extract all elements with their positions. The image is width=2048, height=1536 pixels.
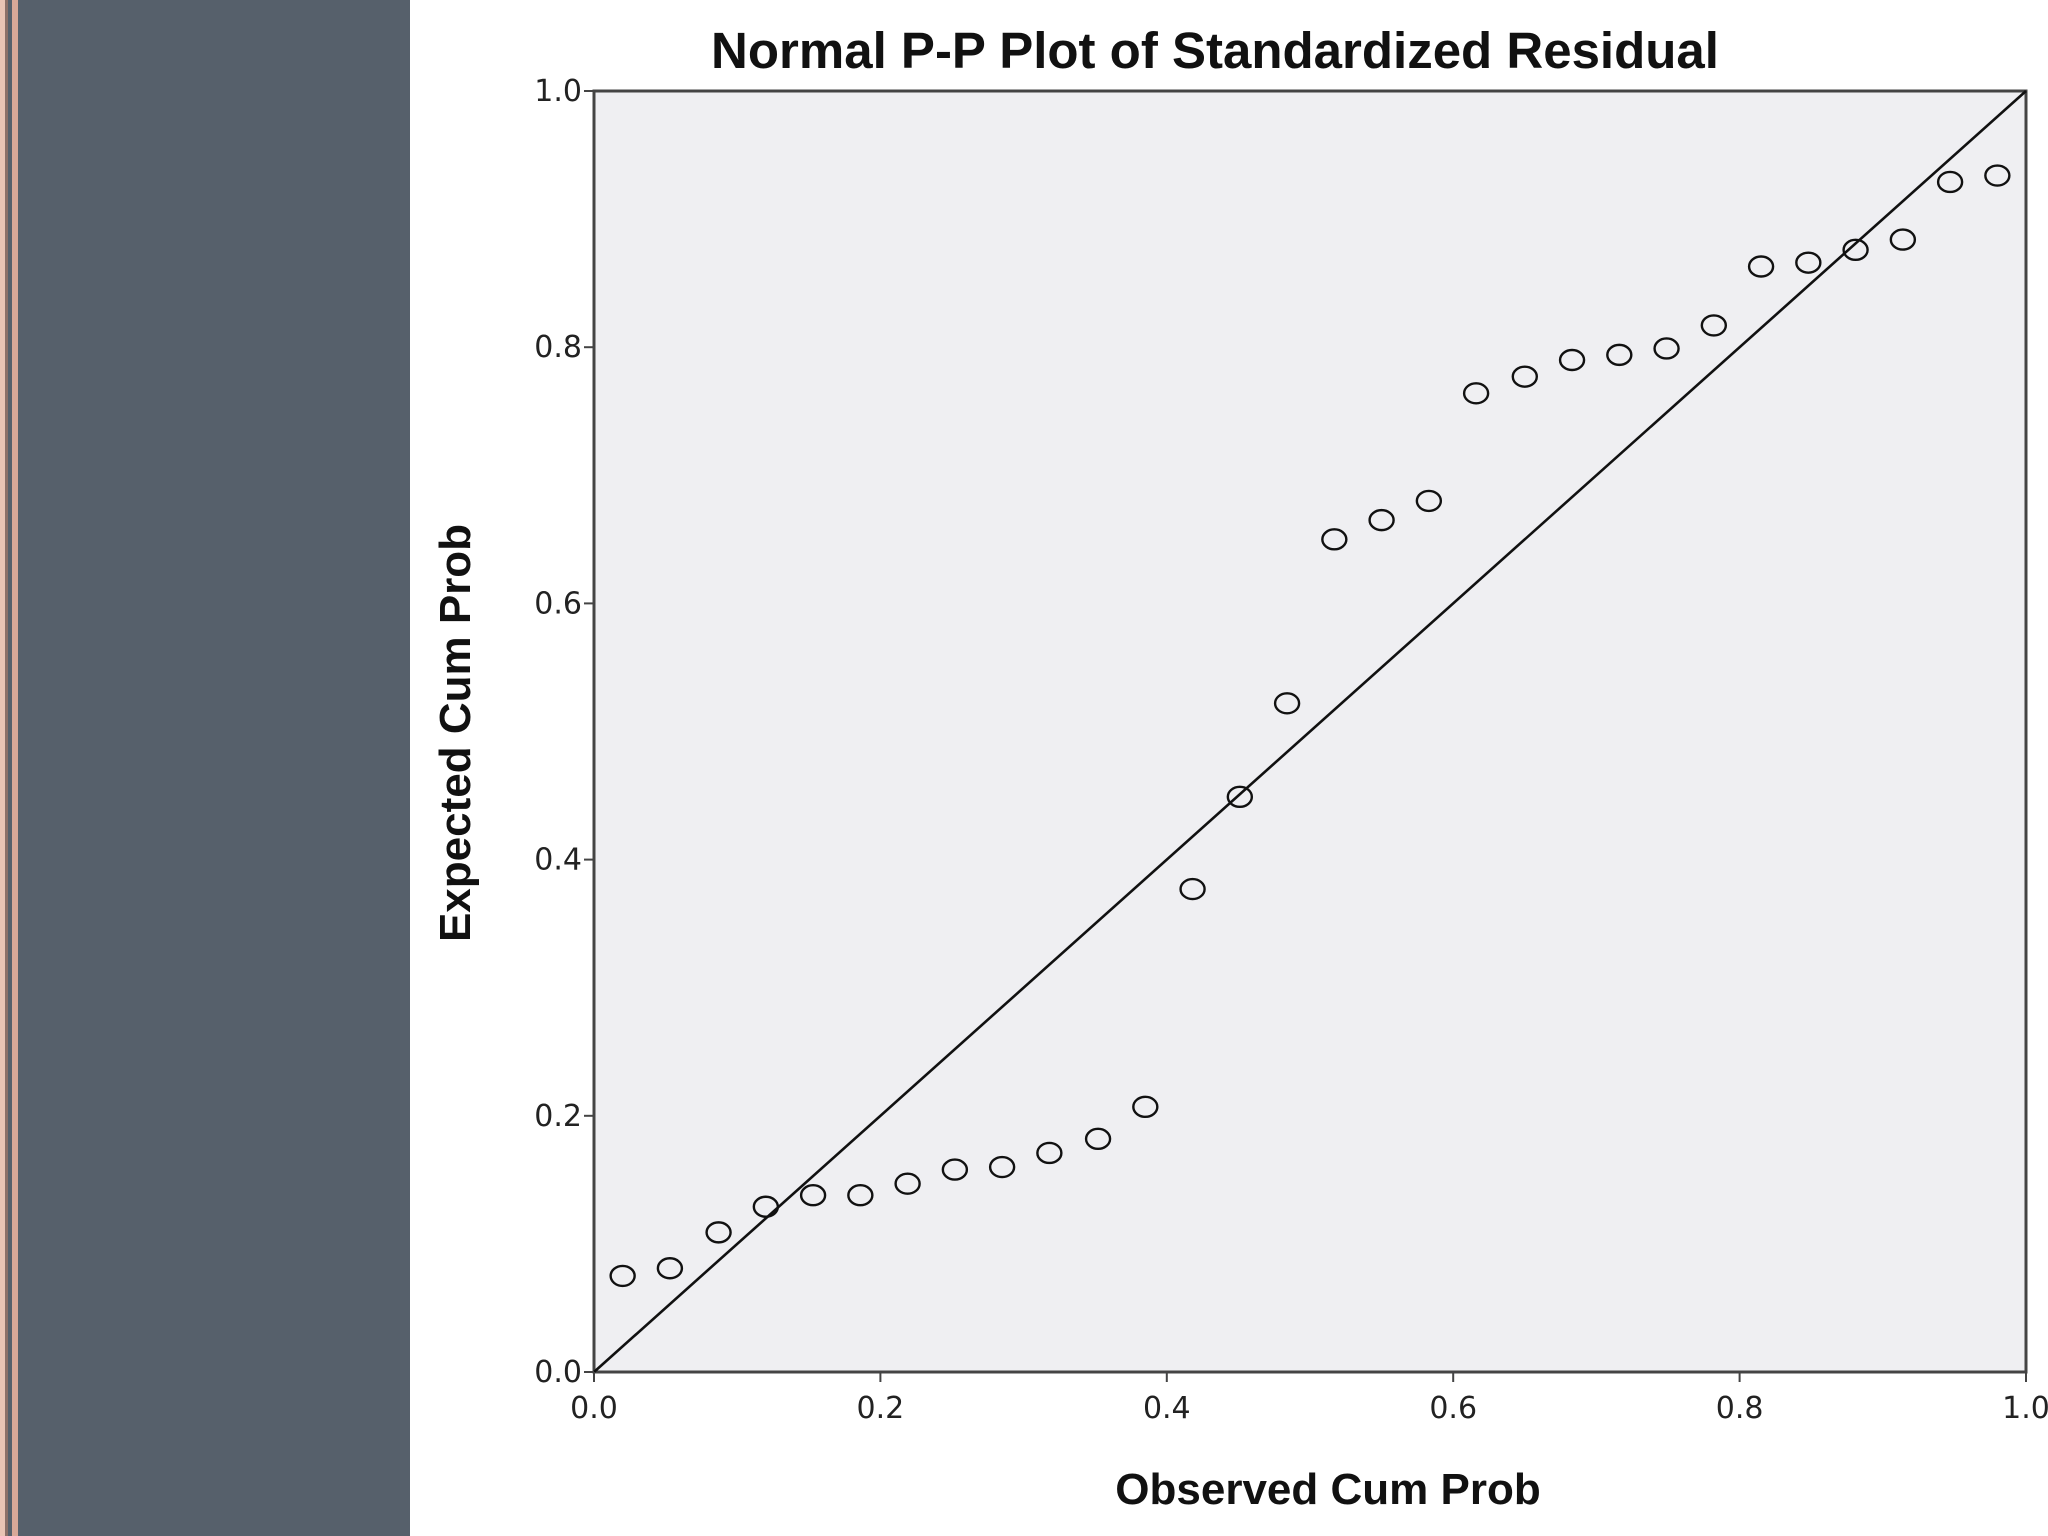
- x-tick-label: 0.4: [1143, 1391, 1191, 1426]
- y-tick-label: 1.0: [534, 74, 582, 109]
- reference-line: [593, 90, 2027, 1373]
- left-edge-stripe-inner: [5, 0, 8, 1536]
- data-point: [1179, 877, 1206, 901]
- data-point: [988, 1155, 1016, 1179]
- data-points: [609, 164, 2011, 1288]
- data-point: [1700, 314, 1728, 337]
- data-point: [1653, 337, 1680, 360]
- data-point: [847, 1184, 874, 1207]
- data-point: [1511, 365, 1539, 388]
- y-tick-label: 0.6: [534, 586, 582, 621]
- left-edge-stripe: [0, 0, 5, 1536]
- data-point: [799, 1184, 827, 1207]
- data-point: [1226, 785, 1254, 809]
- plot-area: [592, 89, 2028, 1374]
- data-point: [1132, 1095, 1159, 1119]
- data-point: [1889, 228, 1917, 251]
- left-sidebar-panel: [0, 0, 410, 1536]
- data-point: [1273, 692, 1301, 715]
- data-point: [1084, 1127, 1112, 1151]
- data-point: [1558, 348, 1586, 372]
- data-point: [1984, 164, 2011, 187]
- data-point: [1415, 489, 1443, 513]
- data-point: [752, 1195, 780, 1218]
- x-axis: 0.0 0.2 0.4 0.6 0.8 1.0: [570, 1372, 2048, 1426]
- y-tick-label: 0.2: [534, 1099, 582, 1134]
- data-point: [609, 1264, 636, 1288]
- data-point: [1462, 382, 1490, 405]
- left-edge-stripe-accent: [12, 0, 18, 1536]
- y-tick-label: 0.4: [534, 843, 582, 878]
- data-point: [1747, 255, 1775, 278]
- data-point: [1842, 238, 1869, 262]
- data-point: [705, 1221, 732, 1244]
- data-point: [1321, 528, 1348, 551]
- x-tick-label: 0.2: [857, 1391, 905, 1426]
- x-axis-title: Observed Cum Prob: [1115, 1465, 1540, 1514]
- x-tick-label: 0.0: [570, 1391, 618, 1426]
- data-point: [656, 1257, 684, 1280]
- chart-title: Normal P-P Plot of Standardized Residual: [711, 22, 1719, 79]
- y-tick-label: 0.8: [534, 330, 582, 365]
- data-point: [1368, 508, 1395, 532]
- data-point: [894, 1172, 921, 1195]
- y-tick-label: 0.0: [534, 1355, 582, 1390]
- data-point: [941, 1158, 969, 1181]
- data-point: [1036, 1141, 1063, 1165]
- x-tick-label: 0.8: [1716, 1391, 1764, 1426]
- y-axis: 0.0 0.2 0.4 0.6 0.8 1.0: [534, 74, 594, 1390]
- data-point: [1606, 343, 1633, 367]
- y-axis-title: Expected Cum Prob: [431, 524, 480, 942]
- x-tick-label: 1.0: [2002, 1391, 2048, 1426]
- data-point: [1936, 170, 1964, 194]
- data-point: [1795, 251, 1822, 274]
- x-tick-label: 0.6: [1429, 1391, 1477, 1426]
